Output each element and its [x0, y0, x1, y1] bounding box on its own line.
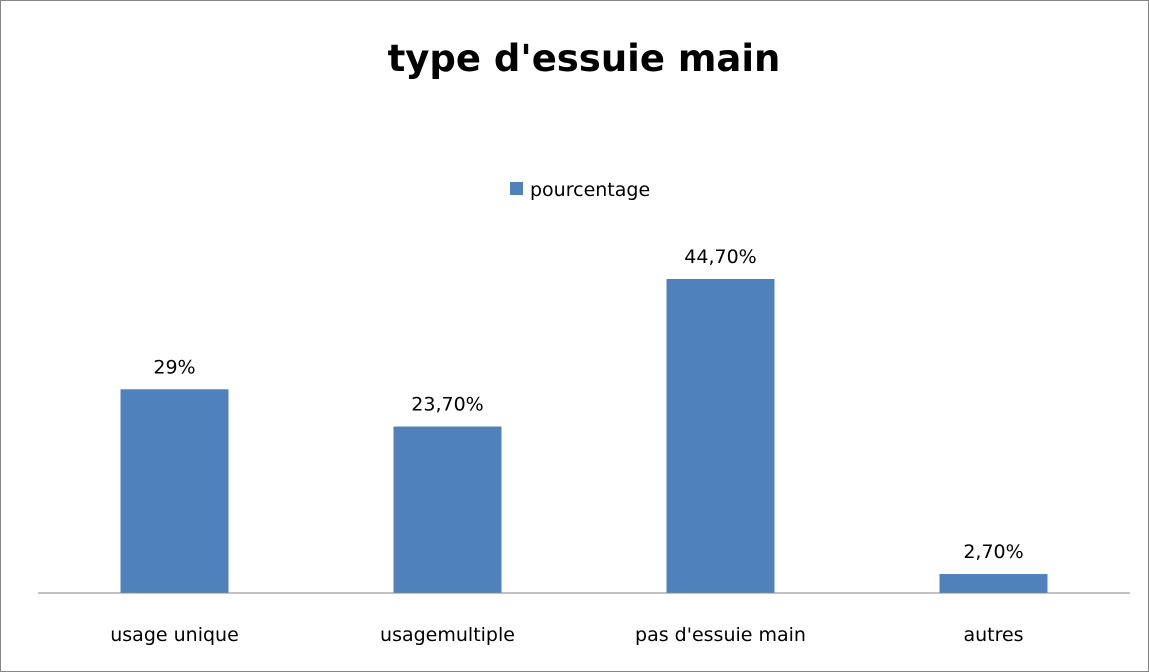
x-tick-label: usagemultiple — [380, 624, 515, 646]
x-tick-label: autres — [963, 624, 1023, 646]
bar — [666, 279, 775, 593]
legend-label: pourcentage — [530, 179, 650, 201]
bar — [939, 574, 1048, 593]
x-tick-label: pas d'essuie main — [635, 624, 806, 646]
data-label: 2,70% — [963, 541, 1023, 563]
bars-group — [120, 279, 1048, 593]
bar — [393, 426, 502, 593]
data-label: 44,70% — [684, 246, 756, 268]
bar — [120, 389, 229, 593]
data-label: 29% — [153, 356, 195, 378]
data-label: 23,70% — [411, 394, 483, 416]
x-tick-label: usage unique — [110, 624, 239, 646]
legend: pourcentage — [510, 179, 650, 201]
x-tick-labels-group: usage unique usagemultiple pas d'essuie ma… — [110, 624, 1023, 646]
legend-swatch — [510, 182, 523, 195]
chart-title: type d'essuie main — [388, 37, 781, 80]
data-labels-group: 29% 23,70% 44,70% 2,70% — [153, 246, 1023, 563]
